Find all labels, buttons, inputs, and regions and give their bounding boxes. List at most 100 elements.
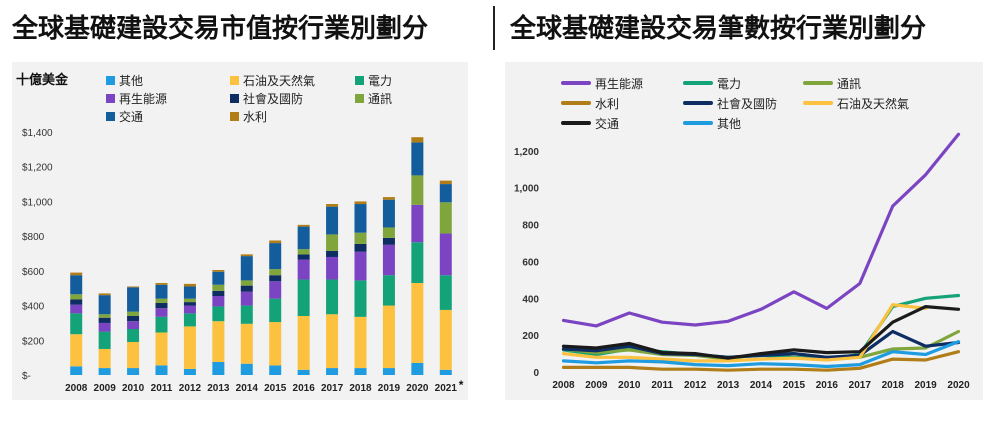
x-tick-label: 2013 xyxy=(717,380,740,391)
bar-segment xyxy=(382,197,395,200)
stacked-bar-chart-panel: 十億美金 其他 石油及天然氣 電力 再生能源 社會及國防 通訊 交通 水利 $- $200 $400 $… xyxy=(12,62,468,400)
bar-segment xyxy=(411,175,424,205)
bar-segment xyxy=(269,322,282,366)
bar-segment xyxy=(411,137,424,143)
series-line xyxy=(561,350,961,372)
x-tick-label: 2011 xyxy=(151,383,173,394)
x-tick-label: 2012 xyxy=(179,383,202,394)
bar-segment xyxy=(127,315,140,322)
legend-swatch xyxy=(106,112,115,121)
bar-segment xyxy=(70,299,83,305)
bar-segment xyxy=(70,366,83,375)
bar-segment xyxy=(127,368,140,375)
bar-segment xyxy=(70,275,83,295)
bar-segment xyxy=(297,369,310,375)
bar-segment xyxy=(240,285,253,292)
bar-segment xyxy=(326,314,339,369)
legend-label: 社會及國防 xyxy=(243,91,303,106)
bar-segment xyxy=(439,369,452,375)
bar-segment xyxy=(439,275,452,310)
bar-segment xyxy=(269,281,282,299)
bar-segment xyxy=(326,368,339,375)
bar-segment xyxy=(127,342,140,369)
y-tick-label: $400 xyxy=(22,302,45,313)
x-tick-label: 2015 xyxy=(783,380,806,391)
bar-segment xyxy=(297,279,310,316)
bar-segment xyxy=(98,317,111,323)
legend-swatch xyxy=(355,94,364,103)
bar-segment xyxy=(70,313,83,335)
legend-label: 電力 xyxy=(717,77,741,91)
bar-segment xyxy=(382,275,395,306)
bar-segment xyxy=(98,314,111,318)
legend-label: 水利 xyxy=(243,110,267,124)
bar-segment xyxy=(98,293,111,296)
bar-segment xyxy=(155,302,168,309)
bar-segment xyxy=(127,321,140,330)
series-line xyxy=(561,305,961,360)
bar-segment xyxy=(98,322,111,332)
bar-segment xyxy=(155,283,168,285)
legend-label: 電力 xyxy=(368,74,392,88)
bar-segment xyxy=(297,315,310,370)
bar-segment xyxy=(70,334,83,367)
bar-segment xyxy=(155,365,168,375)
legend-label: 其他 xyxy=(119,74,143,88)
bar-segment xyxy=(297,254,310,260)
bar-segment xyxy=(240,305,253,324)
bar-segment xyxy=(382,199,395,228)
y-tick-label: $1,200 xyxy=(22,163,53,174)
bar-segment xyxy=(439,184,452,203)
bar-segment xyxy=(382,227,395,238)
legend-label: 交通 xyxy=(595,116,619,131)
bar-segment xyxy=(212,306,225,322)
bar-segment xyxy=(354,368,367,375)
bar-segment xyxy=(240,254,253,257)
bar-segment xyxy=(269,243,282,270)
bar-segment xyxy=(269,240,282,244)
bar-segment xyxy=(297,249,310,255)
bar-segment xyxy=(411,242,424,284)
x-tick-label: 2008 xyxy=(552,380,575,391)
x-tick-label: 2011 xyxy=(651,380,673,391)
bar-segment xyxy=(382,244,395,276)
bar-segment xyxy=(155,308,168,317)
bar-segment xyxy=(212,296,225,307)
bar-segment xyxy=(212,284,225,291)
x-tick-label: 2015 xyxy=(264,383,287,394)
bar-segment xyxy=(297,224,310,227)
legend-swatch xyxy=(355,76,364,85)
bar-segment xyxy=(240,363,253,375)
bar-segment xyxy=(70,272,83,276)
bar-segment xyxy=(326,206,339,235)
legend-label: 社會及國防 xyxy=(717,96,777,111)
y-tick-label: 600 xyxy=(522,257,539,268)
x-tick-label: 2010 xyxy=(618,380,641,391)
x-tick-label: 2013 xyxy=(207,383,230,394)
bar-segment xyxy=(382,368,395,375)
bar-segment xyxy=(354,232,367,244)
y-tick-label: 200 xyxy=(522,331,539,342)
series-line xyxy=(561,132,961,328)
y-tick-label: $600 xyxy=(22,267,45,278)
legend-label: 交通 xyxy=(119,109,143,124)
x-tick-label: 2018 xyxy=(349,383,372,394)
bar-segment xyxy=(98,348,111,369)
legend-label: 通訊 xyxy=(368,91,392,106)
bar-segment xyxy=(439,180,452,185)
y-tick-label: 0 xyxy=(533,368,539,379)
bar-segment xyxy=(240,291,253,306)
bar-segment xyxy=(127,311,140,316)
bar-segment xyxy=(183,302,196,306)
y-axis-unit-label: 十億美金 xyxy=(16,72,69,87)
y-tick-label: 400 xyxy=(522,294,539,305)
bar-segment xyxy=(183,313,196,327)
legend-swatch xyxy=(106,94,115,103)
y-tick-label: $200 xyxy=(22,336,45,347)
x-tick-label: 2012 xyxy=(684,380,707,391)
bar-segment xyxy=(240,256,253,281)
legend-label: 水利 xyxy=(595,97,619,111)
bar-segment xyxy=(183,326,196,369)
bar-segment xyxy=(155,298,168,303)
bar-segment xyxy=(212,290,225,297)
